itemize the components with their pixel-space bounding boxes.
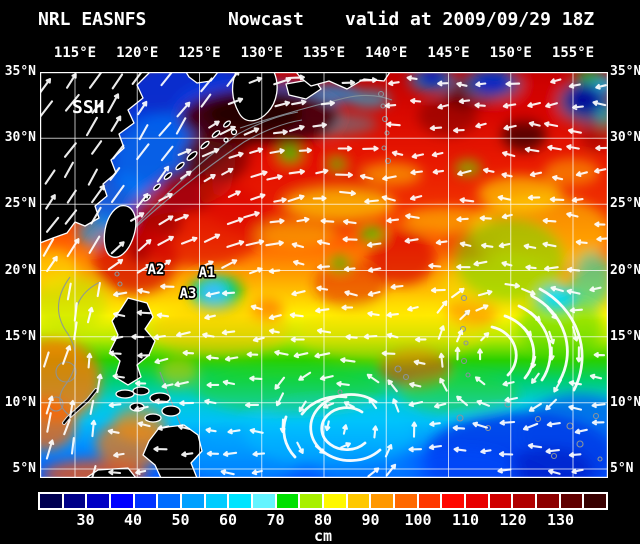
ssh-field-blobs — [40, 72, 608, 478]
colorbar-cell — [369, 494, 394, 508]
colorbar-cell — [487, 494, 512, 508]
colorbar-cell — [274, 494, 299, 508]
colorbar-cell — [511, 494, 536, 508]
lat-tick-label-right: 20°N — [610, 262, 640, 278]
colorbar-cell — [203, 494, 228, 508]
colorbar-cell — [535, 494, 559, 508]
lon-tick-label: 120°E — [116, 45, 159, 61]
colorbar-tick-label: 60 — [218, 511, 238, 529]
title-mode: Nowcast — [228, 9, 304, 30]
lat-tick-label-left: 25°N — [4, 196, 36, 212]
mindanao — [142, 424, 203, 478]
luzon — [109, 297, 156, 386]
lat-tick-label-left: 5°N — [12, 461, 36, 477]
colorbar-cell — [582, 494, 607, 508]
kyushu — [231, 72, 278, 122]
lat-tick-label-left: 30°N — [4, 130, 36, 146]
colorbar-cell — [40, 494, 62, 508]
colorbar-tick-label: 110 — [451, 511, 480, 529]
colorbar-cell — [61, 494, 86, 508]
title-model: NRL EASNFS — [38, 9, 147, 30]
annotation-A1: A1 — [199, 265, 216, 281]
map-frame — [40, 72, 608, 478]
colorbar-unit: cm — [313, 527, 333, 544]
swirl-streamlines — [282, 287, 584, 462]
colorbar-tick-label: 90 — [361, 511, 380, 529]
china-coast — [40, 72, 151, 244]
lon-tick-label: 140°E — [365, 45, 408, 61]
annotation-A2: A2 — [148, 262, 165, 278]
colorbar-cell — [251, 494, 275, 508]
lat-tick-label-left: 20°N — [4, 262, 36, 278]
field-label-ssh: SSH — [72, 97, 105, 118]
ssh-map-canvas: SSH A1 A2 A3 — [40, 72, 608, 478]
colorbar-cell — [416, 494, 441, 508]
lon-tick-label: 150°E — [489, 45, 532, 61]
lat-tick-label-left: 10°N — [4, 394, 36, 410]
eddy-annotations: A1 A2 A3 — [146, 260, 217, 303]
colorbar-cell — [227, 494, 252, 508]
colorbar-cell — [132, 494, 157, 508]
lat-tick-label-left: 15°N — [4, 328, 36, 344]
colorbar-tick-label: 120 — [499, 511, 527, 529]
lon-tick-label: 145°E — [427, 45, 470, 61]
colorbar-cell — [440, 494, 465, 508]
lon-tick-label: 155°E — [551, 45, 595, 61]
colorbar-cell — [298, 494, 323, 508]
lon-tick-label: 135°E — [302, 45, 346, 61]
colorbar-tick-label: 40 — [123, 511, 143, 529]
palawan — [62, 388, 98, 425]
colorbar-tick-label: 80 — [313, 511, 333, 529]
colorbar-cell — [109, 494, 133, 508]
ssh-map: SSH A1 A2 A3 — [40, 72, 608, 478]
lat-tick-label-right: 10°N — [610, 394, 640, 410]
current-vectors — [40, 72, 608, 478]
honshu — [295, 72, 391, 90]
lat-tick-label-right: 35°N — [610, 64, 640, 79]
colorbar-cell — [180, 494, 204, 508]
colorbar — [38, 492, 608, 510]
lat-tick-label-right: 15°N — [610, 328, 640, 344]
colorbar-cell — [558, 494, 583, 508]
annotation-A3: A3 — [180, 286, 197, 302]
lat-tick-label-right: 25°N — [610, 196, 640, 212]
colorbar-cell — [156, 494, 181, 508]
lat-tick-label-right: 30°N — [610, 130, 640, 146]
colorbar-tick-label: 70 — [266, 511, 285, 529]
lat-tick-label-left: 35°N — [4, 64, 36, 79]
colorbar-cell — [393, 494, 417, 508]
colorbar-cell — [464, 494, 488, 508]
landmasses — [40, 72, 391, 478]
colorbar-tick-label: 30 — [76, 511, 95, 529]
lon-tick-label: 125°E — [178, 45, 221, 61]
taiwan — [103, 205, 137, 258]
title-valid-time: valid at 2009/09/29 18Z — [345, 9, 595, 30]
colorbar-cell — [322, 494, 346, 508]
lat-tick-label-right: 5°N — [610, 461, 634, 477]
lon-tick-label: 115°E — [53, 45, 97, 61]
colorbar-tick-label: 50 — [171, 511, 190, 529]
colorbar-tick-label: 100 — [404, 511, 432, 529]
colorbar-cell — [345, 494, 370, 508]
colorbar-tick-label: 130 — [546, 511, 575, 529]
colorbar-cell — [85, 494, 110, 508]
lon-tick-label: 130°E — [240, 45, 283, 61]
